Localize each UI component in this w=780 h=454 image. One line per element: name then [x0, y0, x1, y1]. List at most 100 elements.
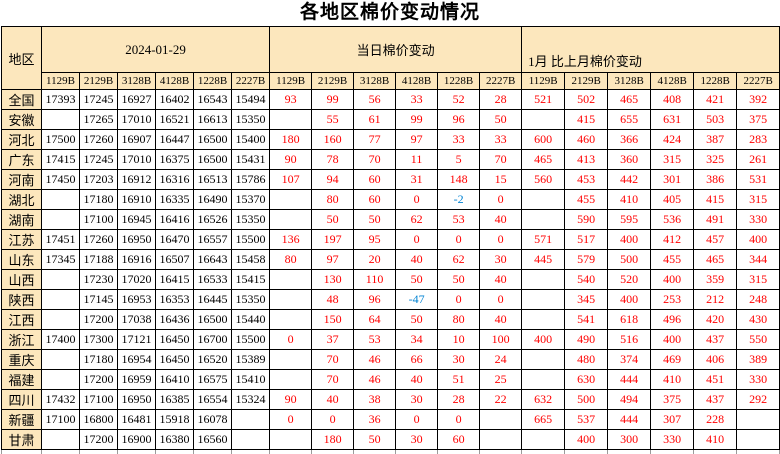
monthly-change-cell: 400 — [564, 429, 609, 450]
price-cell: 16410 — [155, 369, 194, 390]
daily-change-cell: 38 — [353, 389, 397, 410]
clipped-cell — [607, 449, 652, 454]
daily-change-cell — [479, 429, 523, 450]
daily-change-cell: 33 — [437, 129, 481, 150]
price-cell: 16560 — [193, 429, 232, 450]
monthly-change-cell: 490 — [564, 329, 609, 350]
table-row: 河北 17500 17260 16907 16447 16500 15400 180 160 77… — [1, 129, 780, 150]
price-cell: 16500 — [193, 309, 232, 330]
price-cell: 16526 — [193, 209, 232, 230]
monthly-change-cell: 315 — [736, 189, 780, 210]
monthly-change-cell: 375 — [650, 389, 695, 410]
daily-change-cell: 80 — [311, 189, 355, 210]
clipped-cell — [479, 449, 523, 454]
col-header-1129B: 1129B — [269, 72, 313, 90]
col-header-4128B: 4128B — [155, 72, 194, 90]
monthly-change-cell: 540 — [564, 269, 609, 290]
price-cell: 16800 — [79, 409, 118, 430]
monthly-change-cell: 330 — [736, 209, 780, 230]
price-cell: 16353 — [155, 289, 194, 310]
monthly-change-cell: 496 — [650, 309, 695, 330]
region-cell: 甘肃 — [1, 429, 42, 450]
col-header-2227B: 2227B — [479, 72, 523, 90]
price-cell: 17432 — [41, 389, 80, 410]
daily-change-cell: 50 — [479, 109, 523, 130]
monthly-change-cell: 457 — [693, 229, 738, 250]
daily-change-cell: 15 — [479, 169, 523, 190]
region-cell: 陕西 — [1, 289, 42, 310]
price-cell: 15389 — [230, 349, 271, 370]
monthly-change-cell: 618 — [607, 309, 652, 330]
price-cell: 17393 — [41, 89, 80, 110]
daily-change-cell: 55 — [311, 109, 355, 130]
price-cell: 17245 — [79, 149, 118, 170]
monthly-change-cell: 359 — [693, 269, 738, 290]
price-cell: 16078 — [193, 409, 232, 430]
region-cell: 江西 — [1, 309, 42, 330]
table-row: 广东 17415 17245 17010 16375 16500 15431 90 78 70 11… — [1, 149, 780, 170]
page-title: 各地区棉价变动情况 — [299, 2, 480, 23]
monthly-change-cell: 442 — [607, 169, 652, 190]
monthly-change-cell — [521, 289, 566, 310]
price-cell: 16643 — [193, 249, 232, 270]
daily-change-cell: 28 — [437, 389, 481, 410]
monthly-change-cell: 430 — [736, 309, 780, 330]
daily-change-cell: -47 — [395, 289, 439, 310]
price-cell: 17200 — [79, 309, 118, 330]
price-cell: 16490 — [193, 189, 232, 210]
daily-change-cell: 160 — [311, 129, 355, 150]
table-row: 重庆 17180 16954 16450 16520 15389 70 46 66 30 24 480… — [1, 349, 780, 370]
monthly-change-cell: 410 — [607, 189, 652, 210]
daily-change-cell — [269, 349, 313, 370]
monthly-change-cell: 360 — [607, 149, 652, 170]
daily-change-cell: 36 — [353, 409, 397, 430]
daily-change-cell: 46 — [353, 369, 397, 390]
monthly-change-cell: 410 — [650, 369, 695, 390]
daily-change-cell: 99 — [311, 89, 355, 110]
monthly-change-cell: 469 — [650, 349, 695, 370]
daily-change-cell: 34 — [395, 329, 439, 350]
daily-change-cell: 53 — [353, 329, 397, 350]
price-cell — [41, 429, 80, 450]
price-cell: 16402 — [155, 89, 194, 110]
col-header-2227B: 2227B — [230, 72, 271, 90]
table-row: 江苏 17451 17260 16950 16470 16557 15500 136 197 95… — [1, 229, 780, 250]
monthly-change-cell: 445 — [521, 249, 566, 270]
daily-change-cell: 180 — [269, 129, 313, 150]
monthly-change-cell: 283 — [736, 129, 780, 150]
daily-change-cell: 0 — [437, 229, 481, 250]
monthly-change-cell: 389 — [736, 349, 780, 370]
price-cell: 16450 — [155, 329, 194, 350]
daily-change-cell: 70 — [353, 149, 397, 170]
price-cell — [41, 209, 80, 230]
daily-change-cell: 0 — [269, 329, 313, 350]
monthly-change-cell: 455 — [650, 249, 695, 270]
daily-change-cell: 60 — [353, 169, 397, 190]
price-cell: 16375 — [155, 149, 194, 170]
daily-change-cell: 148 — [437, 169, 481, 190]
table-row: 浙江 17400 17300 17121 16450 16700 15500 0 37 53 34 1… — [1, 329, 780, 350]
price-cell: 17200 — [79, 429, 118, 450]
monthly-change-cell: 301 — [650, 169, 695, 190]
monthly-change-cell: 541 — [564, 309, 609, 330]
monthly-change-cell: 386 — [693, 169, 738, 190]
price-cell: 16521 — [155, 109, 194, 130]
daily-change-cell: 40 — [311, 389, 355, 410]
daily-change-cell: 5 — [437, 149, 481, 170]
daily-change-cell: 30 — [437, 349, 481, 370]
price-cell: 16436 — [155, 309, 194, 330]
price-cell: 16513 — [193, 169, 232, 190]
daily-change-cell: 62 — [395, 209, 439, 230]
daily-change-cell: 61 — [353, 109, 397, 130]
daily-change-cell: 70 — [311, 349, 355, 370]
monthly-change-cell: 344 — [736, 249, 780, 270]
price-cell: 16910 — [117, 189, 156, 210]
monthly-change-cell: 400 — [736, 229, 780, 250]
col-header-2129B: 2129B — [311, 72, 355, 90]
price-cell — [41, 189, 80, 210]
daily-change-cell: 0 — [395, 409, 439, 430]
monthly-change-cell: 413 — [564, 149, 609, 170]
clipped-cell — [693, 449, 738, 454]
price-cell: 16700 — [193, 329, 232, 350]
price-cell: 17450 — [41, 169, 80, 190]
